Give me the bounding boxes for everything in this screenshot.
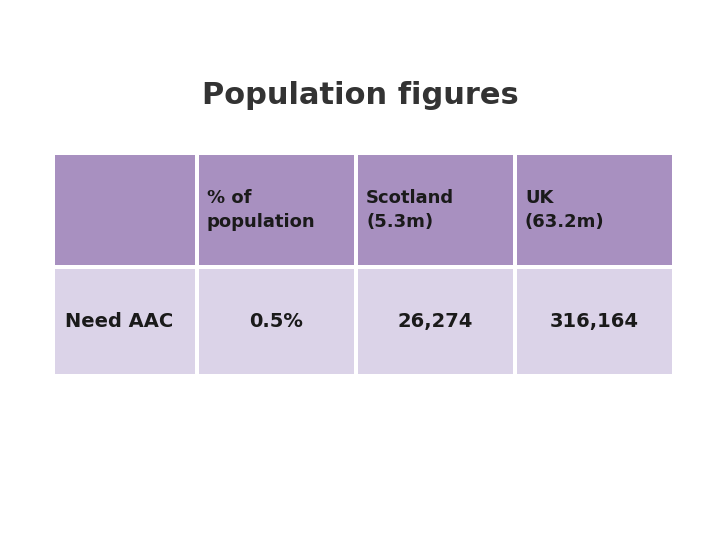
Text: 316,164: 316,164	[550, 312, 639, 331]
Bar	[358, 155, 513, 265]
Text: % of
population: % of population	[207, 189, 315, 231]
Bar	[55, 155, 195, 265]
Text: 0.5%: 0.5%	[250, 312, 303, 331]
Text: 26,274: 26,274	[398, 312, 473, 331]
Text: Scotland
(5.3m): Scotland (5.3m)	[366, 189, 454, 231]
Bar	[517, 155, 672, 265]
Text: Population figures: Population figures	[202, 80, 518, 110]
Bar	[199, 269, 354, 374]
Bar	[199, 155, 354, 265]
Bar	[517, 269, 672, 374]
Text: Need AAC: Need AAC	[65, 312, 174, 331]
Bar	[358, 269, 513, 374]
Text: UK
(63.2m): UK (63.2m)	[525, 189, 605, 231]
Bar	[55, 269, 195, 374]
